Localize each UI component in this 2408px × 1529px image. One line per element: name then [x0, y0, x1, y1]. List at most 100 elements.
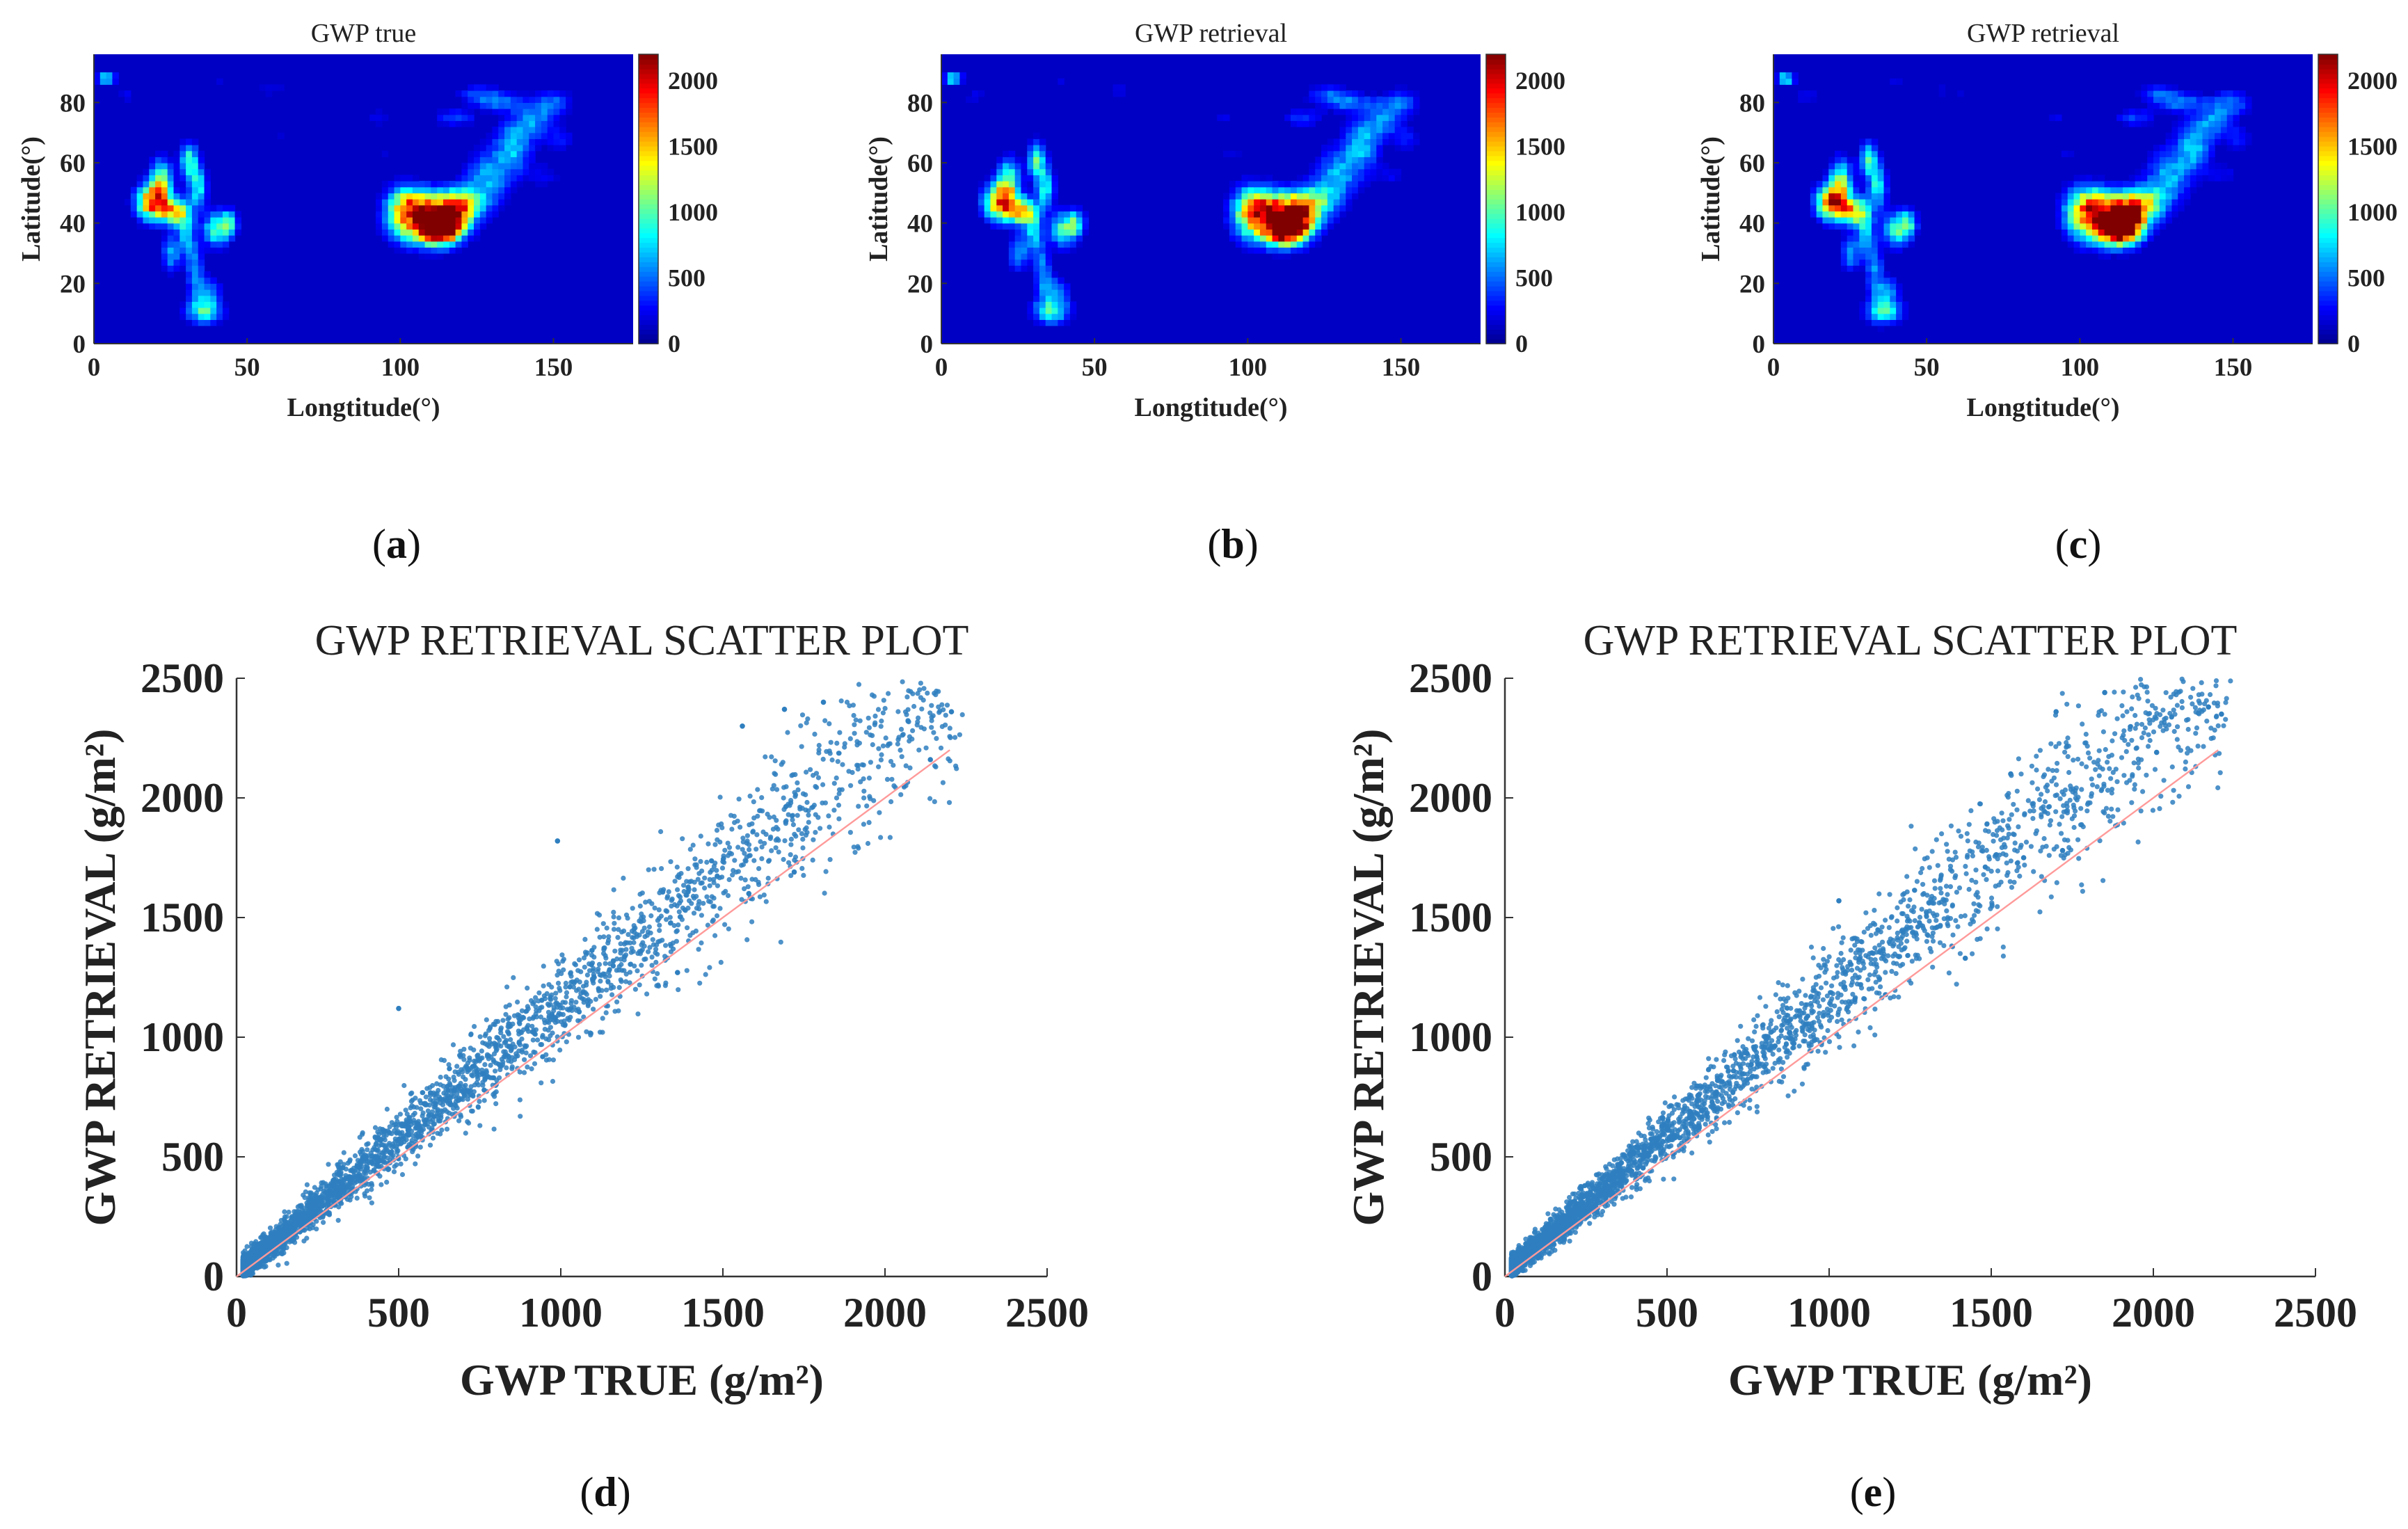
scatter-point — [692, 887, 697, 892]
heatmap-cell — [1014, 259, 1022, 266]
scatter-point — [827, 824, 832, 830]
heatmap-cell — [990, 193, 997, 200]
heatmap-cell — [553, 138, 560, 145]
heatmap-cell — [1039, 145, 1046, 152]
heatmap-cell — [2080, 241, 2087, 248]
heatmap-cell — [1840, 157, 1848, 163]
colorbar-segment — [639, 232, 658, 239]
colorbar-segment — [2318, 73, 2338, 79]
heatmap-cell — [2147, 102, 2154, 109]
heatmap-cell — [1382, 175, 1389, 182]
heatmap-cell — [381, 205, 389, 211]
heatmap-cell — [1259, 193, 1267, 200]
heatmap-cell — [2128, 193, 2136, 200]
colorbar-segment — [2318, 136, 2338, 142]
heatmap-cell — [1008, 265, 1016, 272]
heatmap-cell — [1278, 235, 1285, 242]
heatmap-cell — [529, 168, 536, 175]
heatmap-cell — [222, 301, 230, 308]
heatmap-cell — [1853, 241, 1860, 248]
heatmap-cell — [2171, 186, 2178, 193]
heatmap-cell — [130, 193, 138, 200]
scatter-point — [881, 698, 886, 703]
heatmap-cell — [1064, 235, 1071, 242]
heatmap-cell — [400, 211, 407, 218]
heatmap-cell — [222, 241, 230, 248]
heatmap-cell — [1266, 186, 1273, 193]
scatter-point — [564, 994, 569, 1000]
heatmap-cell — [2202, 150, 2209, 157]
heatmap-cell — [1840, 253, 1848, 260]
heatmap-cell — [1357, 132, 1365, 139]
heatmap-cell — [2159, 157, 2167, 163]
colorbar-tick-label: 1000 — [1515, 198, 1565, 226]
heatmap-cell — [1296, 205, 1304, 211]
heatmap-cell — [2141, 181, 2148, 188]
heatmap-cell — [161, 211, 168, 218]
heatmap-cell — [504, 102, 511, 109]
heatmap-cell — [1039, 217, 1046, 224]
heatmap-cell — [1014, 265, 1022, 272]
scatter-point — [646, 949, 651, 954]
colorbar-segment — [639, 112, 658, 118]
heatmap-cell — [486, 102, 493, 109]
heatmap-cell — [1346, 120, 1353, 127]
heatmap-cell — [234, 217, 241, 224]
heatmap-cell — [523, 157, 529, 163]
heatmap-cell — [1278, 253, 1285, 260]
heatmap-cell — [2086, 181, 2093, 188]
heatmap-cell — [1033, 217, 1040, 224]
heatmap-cell — [2239, 132, 2246, 139]
heatmap-cell — [418, 211, 426, 218]
colorbar-segment — [2318, 184, 2338, 190]
heatmap-cell — [1051, 181, 1058, 188]
heatmap-cell — [1394, 138, 1402, 145]
colorbar-segment — [639, 300, 658, 306]
heatmap-cell — [516, 102, 524, 109]
scatter-point — [754, 832, 760, 838]
heatmap-cell — [2122, 205, 2130, 211]
scatter-point — [923, 745, 929, 751]
heatmap-cell — [1003, 163, 1010, 170]
heatmap-cell — [381, 193, 389, 200]
heatmap-cell — [431, 229, 438, 236]
heatmap-cell — [2141, 193, 2148, 200]
heatmap-cell — [1045, 168, 1053, 175]
heatmap-cell — [1064, 247, 1071, 254]
heatmap-cell — [388, 211, 395, 218]
heatmap-cell — [504, 150, 511, 157]
heatmap-cell — [1890, 307, 1897, 314]
heatmap-cell — [1266, 211, 1273, 218]
heatmap-cell — [498, 120, 505, 127]
heatmap-cell — [167, 181, 175, 188]
scatter-point — [372, 1134, 378, 1139]
colorbar-segment — [2318, 242, 2338, 248]
scatter-point — [429, 1126, 435, 1131]
heatmap-cell — [180, 313, 186, 320]
heatmap-cell — [2091, 205, 2099, 211]
heatmap-cell — [1309, 211, 1316, 218]
heatmap-cell — [2116, 253, 2123, 260]
heatmap-cell — [2220, 168, 2228, 175]
colorbar-segment — [1486, 170, 1506, 176]
heatmap-cell — [486, 157, 493, 163]
heatmap-cell — [1008, 229, 1016, 236]
heatmap-cell — [406, 199, 413, 206]
heatmap-cell — [2226, 132, 2234, 139]
heatmap-cell — [1321, 199, 1328, 206]
heatmap-cell — [1321, 229, 1328, 236]
heatmap-cell — [216, 283, 223, 290]
colorbar-segment — [639, 339, 658, 344]
heatmap-cell — [1877, 313, 1885, 320]
colorbar-tick-label: 2000 — [2347, 67, 2398, 95]
heatmap-cell — [468, 199, 475, 206]
heatmap-cell — [1828, 211, 1835, 218]
heatmap-cell — [2196, 109, 2203, 115]
heatmap-cell — [1039, 163, 1046, 170]
heatmap-cell — [2091, 223, 2099, 230]
scatter-point — [818, 826, 823, 831]
heatmap-cell — [186, 241, 193, 248]
heatmap-cell — [1835, 168, 1842, 175]
scatter-point — [800, 836, 806, 842]
